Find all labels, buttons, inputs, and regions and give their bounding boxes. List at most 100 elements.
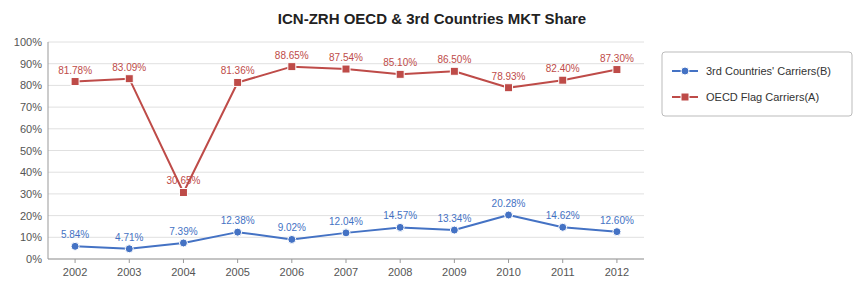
y-axis — [48, 42, 49, 259]
grid-line — [48, 107, 644, 108]
y-tick-label: 60% — [20, 123, 42, 135]
data-label: 88.65% — [275, 50, 309, 61]
marker — [396, 223, 404, 231]
data-label: 81.36% — [221, 65, 255, 76]
marker — [125, 245, 133, 253]
data-label: 81.78% — [58, 65, 92, 76]
data-label: 9.02% — [278, 222, 306, 233]
grid-line — [48, 150, 644, 151]
grid-line — [48, 42, 644, 43]
y-tick-label: 50% — [20, 145, 42, 157]
marker — [125, 75, 133, 83]
line — [75, 215, 617, 249]
data-label: 85.10% — [383, 57, 417, 68]
x-tick-label: 2005 — [225, 266, 249, 278]
x-tick — [400, 259, 401, 263]
x-tick — [183, 259, 184, 263]
marker — [71, 78, 79, 86]
data-label: 4.71% — [115, 232, 143, 243]
y-tick-label: 10% — [20, 231, 42, 243]
data-label: 14.62% — [546, 210, 580, 221]
x-tick-label: 2011 — [551, 266, 575, 278]
data-label: 86.50% — [437, 54, 471, 65]
y-tick-label: 20% — [20, 210, 42, 222]
legend-marker — [681, 67, 689, 75]
data-label: 13.34% — [437, 213, 471, 224]
y-tick-label: 100% — [14, 36, 42, 48]
marker — [559, 223, 567, 231]
y-tick-label: 40% — [20, 166, 42, 178]
marker — [234, 228, 242, 236]
marker — [450, 67, 458, 75]
grid-line — [48, 193, 644, 194]
x-axis — [48, 259, 644, 260]
grid-line — [48, 172, 644, 173]
data-label: 5.84% — [61, 229, 89, 240]
marker — [342, 229, 350, 237]
x-tick — [616, 259, 617, 263]
title: ICN-ZRH OECD & 3rd Countries MKT Share — [278, 10, 586, 27]
data-labels: 5.84% 4.71% 7.39% 12.38% 9.02% 12.04% 14.57% 13… — [58, 50, 634, 243]
marker — [179, 239, 187, 247]
marker — [234, 78, 242, 86]
x-tick — [75, 259, 76, 263]
x-tick — [346, 259, 347, 263]
x-tick-label: 2004 — [171, 266, 195, 278]
legend-label: 3rd Countries' Carriers(B) — [706, 65, 831, 77]
grid — [48, 42, 644, 259]
marker — [179, 188, 187, 196]
y-tick-label: 90% — [20, 58, 42, 70]
legend: 3rd Countries' Carriers(B) OECD Flag Carr… — [662, 52, 852, 116]
x-tick-label: 2003 — [117, 266, 141, 278]
x-tick-label: 2006 — [280, 266, 304, 278]
legend-marker — [681, 93, 689, 101]
grid-line — [48, 85, 644, 86]
chart: ICN-ZRH OECD & 3rd Countries MKT Share 0%… — [0, 0, 864, 289]
data-label: 78.93% — [492, 71, 526, 82]
marker — [396, 70, 404, 78]
data-label: 14.57% — [383, 210, 417, 221]
x-tick-label: 2007 — [334, 266, 358, 278]
plot-area — [71, 63, 621, 253]
marker — [505, 211, 513, 219]
data-label: 87.54% — [329, 52, 363, 63]
y-tick-label: 70% — [20, 101, 42, 113]
x-tick — [129, 259, 130, 263]
marker — [613, 228, 621, 236]
x-tick — [562, 259, 563, 263]
data-label: 20.28% — [492, 198, 526, 209]
data-label: 12.60% — [600, 215, 634, 226]
y-tick-label: 0% — [26, 253, 42, 265]
x-tick — [237, 259, 238, 263]
data-label: 12.04% — [329, 216, 363, 227]
y-tick-label: 30% — [20, 188, 42, 200]
legend-label: OECD Flag Carriers(A) — [706, 91, 819, 103]
marker — [613, 66, 621, 74]
line — [75, 67, 617, 193]
data-label: 30.65% — [166, 175, 200, 186]
grid-line — [48, 128, 644, 129]
x-tick-label: 2010 — [496, 266, 520, 278]
legend-box — [662, 52, 852, 116]
marker — [559, 76, 567, 84]
data-label: 83.09% — [112, 62, 146, 73]
x-tick-label: 2002 — [63, 266, 87, 278]
x-tick — [291, 259, 292, 263]
marker — [71, 242, 79, 250]
x-tick — [508, 259, 509, 263]
data-label: 87.30% — [600, 53, 634, 64]
data-label: 12.38% — [221, 215, 255, 226]
grid-line — [48, 259, 644, 260]
x-tick-label: 2008 — [388, 266, 412, 278]
marker — [288, 235, 296, 243]
x-tick-label: 2012 — [605, 266, 629, 278]
marker — [288, 63, 296, 71]
marker — [505, 84, 513, 92]
y-tick-label: 80% — [20, 79, 42, 91]
data-label: 7.39% — [169, 226, 197, 237]
x-tick — [454, 259, 455, 263]
marker — [342, 65, 350, 73]
data-label: 82.40% — [546, 63, 580, 74]
x-tick-label: 2009 — [442, 266, 466, 278]
marker — [450, 226, 458, 234]
